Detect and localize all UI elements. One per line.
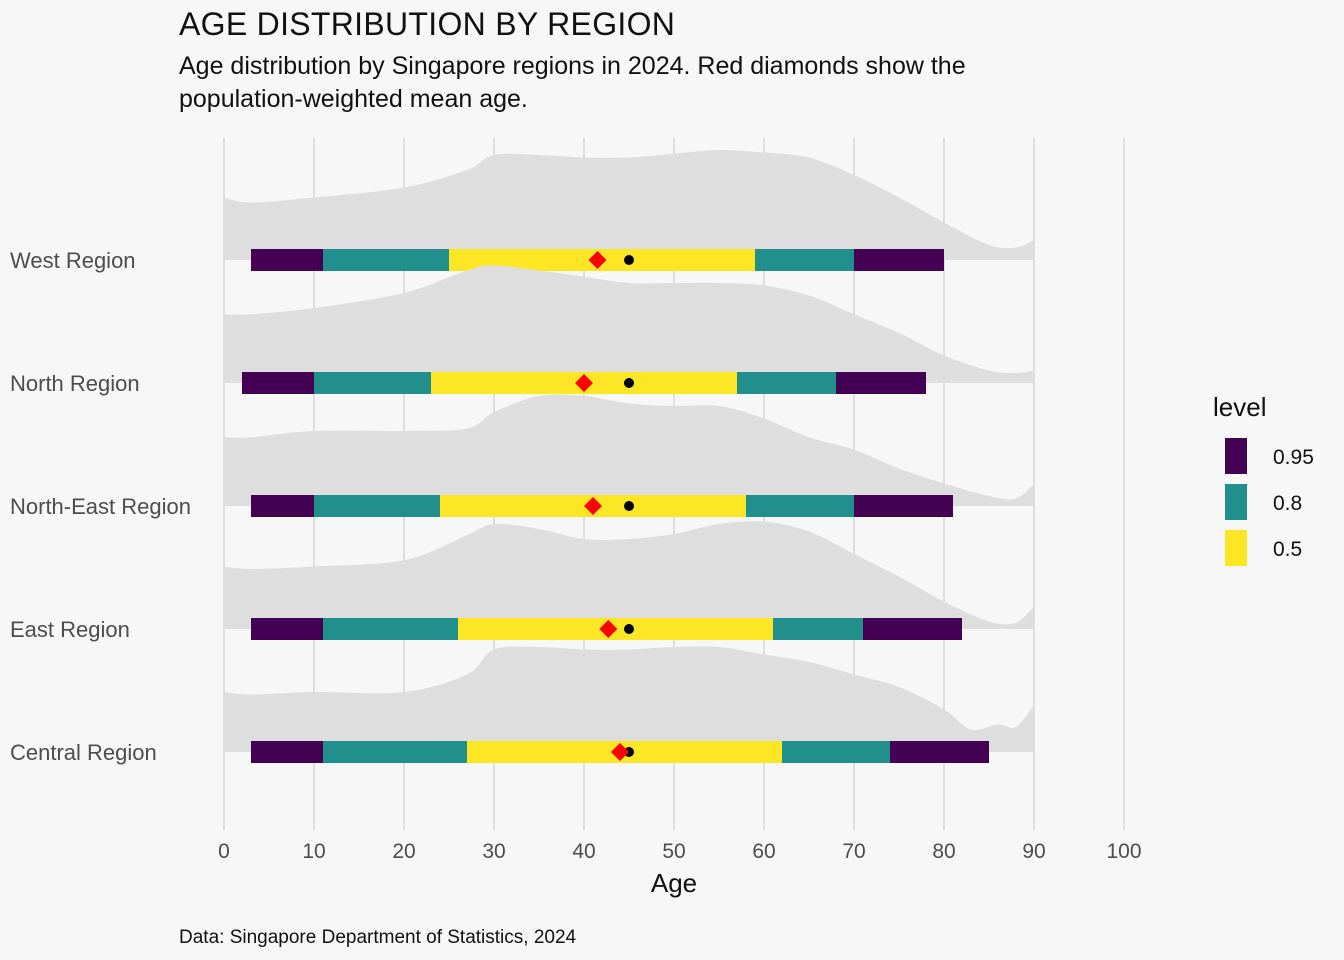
density-ridge [224,149,1034,260]
density-ridge [224,646,1034,752]
chart-caption: Data: Singapore Department of Statistics… [179,927,577,948]
y-category-label: North-East Region [10,494,191,519]
region-series [224,646,1034,763]
legend-swatch [1225,438,1247,474]
legend-label: 0.8 [1273,492,1302,515]
x-tick-label: 20 [392,840,415,863]
x-tick-label: 80 [932,840,955,863]
x-tick-label: 90 [1022,840,1045,863]
legend-label: 0.95 [1273,446,1314,469]
median-point [624,501,634,511]
density-ridge [224,521,1034,629]
region-series [224,394,1034,517]
weighted-mean-diamond [575,374,593,392]
x-tick-label: 30 [482,840,505,863]
weighted-mean-diamond [599,620,618,638]
chart-subtitle: Age distribution by Singapore regions in… [179,52,966,113]
x-tick-label: 100 [1106,840,1141,863]
y-category-label: West Region [10,248,136,273]
x-tick-label: 40 [572,840,595,863]
region-series [224,265,1034,394]
x-tick-label: 70 [842,840,865,863]
x-tick-label: 10 [302,840,325,863]
legend-label: 0.5 [1273,538,1302,561]
region-series [224,521,1034,640]
density-ridge [224,394,1034,506]
series-layer [224,149,1034,763]
median-point [624,378,634,388]
x-tick-label: 50 [662,840,685,863]
axis-layer: 0 10 20 30 40 50 60 70 80 90 100 West Region North R… [10,248,1142,863]
legend: level 0.95 0.8 0.5 [1213,392,1314,566]
weighted-mean-diamond [588,251,607,269]
median-point [624,255,634,265]
legend-swatch [1225,484,1247,520]
region-series [224,149,1034,271]
median-point [624,624,634,634]
y-category-label: Central Region [10,740,157,765]
density-ridge [224,265,1034,383]
x-axis-title: Age [651,868,697,898]
x-tick-label: 0 [218,840,230,863]
weighted-mean-diamond [611,743,629,761]
weighted-mean-diamond [584,497,602,515]
legend-title: level [1213,392,1266,422]
legend-swatch [1225,530,1247,566]
y-category-label: East Region [10,617,130,642]
x-tick-label: 60 [752,840,775,863]
chart-title: AGE DISTRIBUTION BY REGION [179,6,676,42]
y-category-label: North Region [10,371,140,396]
